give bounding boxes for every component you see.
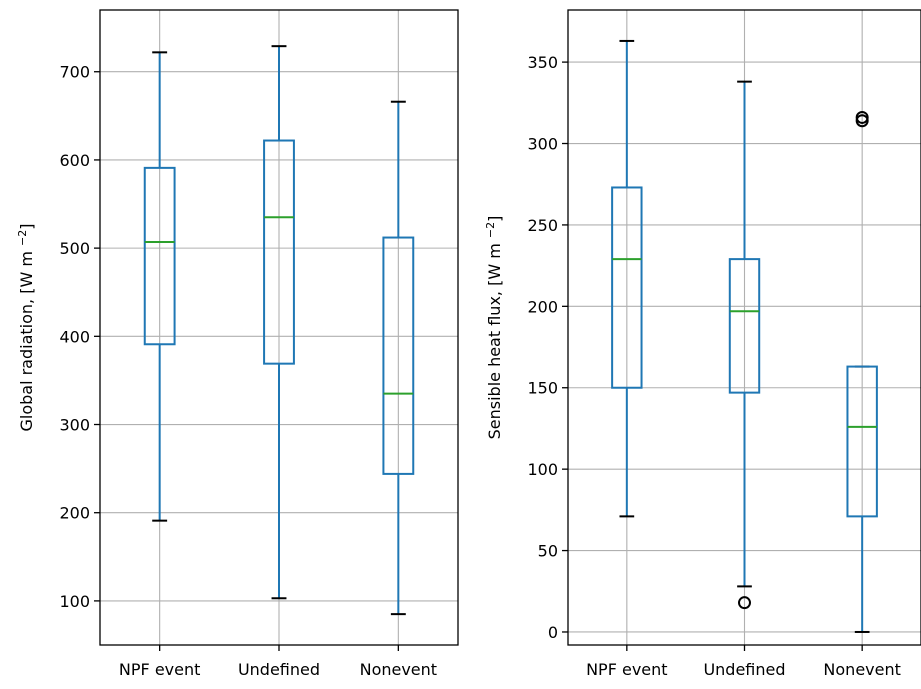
box-undefined <box>728 80 761 610</box>
y-tick-label: 100 <box>527 460 558 479</box>
iqr-box <box>143 166 176 346</box>
iqr-box <box>611 186 643 389</box>
y-axis: 0 50 100 150 200 250 300 350 <box>527 53 568 642</box>
box-nonevent <box>382 100 415 616</box>
x-tick-label: Nonevent <box>360 660 437 679</box>
y-tick-label: 300 <box>527 135 558 154</box>
y-axis-label: Global radiation, [W m −2] <box>16 223 37 431</box>
y-tick-label: 100 <box>59 592 90 611</box>
iqr-box <box>382 236 415 475</box>
y-axis-label: Sensible heat flux, [W m −2] <box>484 216 505 440</box>
iqr-box <box>263 139 295 365</box>
x-tick-label: NPF event <box>586 660 667 679</box>
outlier-point <box>738 596 751 610</box>
y-tick-label: 50 <box>538 542 558 561</box>
x-tick-label: Nonevent <box>823 660 900 679</box>
iqr-box <box>846 365 878 518</box>
y-tick-label: 600 <box>59 151 90 170</box>
box-npf-event <box>143 51 176 522</box>
y-tick-label: 400 <box>59 327 90 346</box>
iqr-box <box>728 258 761 394</box>
box-npf-event <box>611 39 643 518</box>
y-axis: 100 200 300 400 500 600 700 <box>59 63 100 611</box>
y-tick-label: 250 <box>527 216 558 235</box>
y-tick-label: 700 <box>59 63 90 82</box>
outlier-point <box>855 110 869 124</box>
y-tick-label: 150 <box>527 379 558 398</box>
y-tick-label: 200 <box>527 297 558 316</box>
y-tick-label: 0 <box>548 623 558 642</box>
x-axis: NPF event Undefined Nonevent <box>119 645 437 679</box>
box-undefined <box>263 45 295 600</box>
box-nonevent <box>846 110 878 633</box>
x-tick-label: NPF event <box>119 660 200 679</box>
y-tick-label: 350 <box>527 53 558 72</box>
x-axis: NPF event Undefined Nonevent <box>586 645 901 679</box>
x-tick-label: Undefined <box>703 660 785 679</box>
y-tick-label: 300 <box>59 416 90 435</box>
y-tick-label: 200 <box>59 504 90 523</box>
y-tick-label: 500 <box>59 239 90 258</box>
x-tick-label: Undefined <box>238 660 320 679</box>
